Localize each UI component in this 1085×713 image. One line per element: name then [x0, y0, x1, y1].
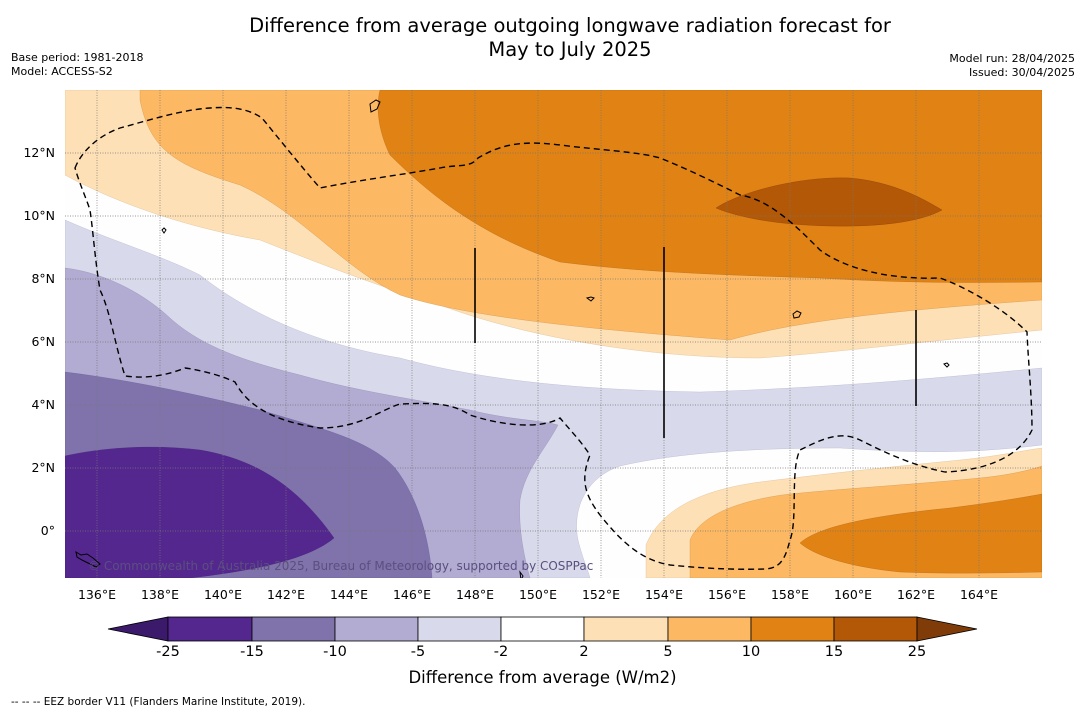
- eez-border: [74, 106, 1033, 570]
- colorbar-tick: -25: [156, 644, 180, 660]
- colorbar-tick: -5: [410, 644, 426, 660]
- copyright-text: © Commonwealth of Australia 2025, Bureau…: [88, 559, 593, 573]
- lon-label-146e: 146°E: [392, 587, 431, 602]
- lat-label-8n: 8°N: [31, 271, 55, 286]
- colorbar-extend-high: [916, 616, 978, 642]
- colorbar-swatch-2-5: [583, 616, 669, 642]
- lon-label-142e: 142°E: [266, 587, 305, 602]
- lon-label-144e: 144°E: [329, 587, 368, 602]
- title-line-2: May to July 2025: [488, 38, 652, 61]
- boundary-lines: [474, 247, 917, 438]
- lat-label-12n: 12°N: [23, 145, 55, 160]
- lon-label-158e: 158°E: [770, 587, 809, 602]
- island-outline: [519, 570, 524, 578]
- colorbar-tick: -2: [493, 644, 509, 660]
- colorbar-tick: 25: [907, 644, 927, 660]
- chart-title: Difference from average outgoing longwav…: [0, 14, 1085, 62]
- colorbar: [107, 616, 978, 642]
- colorbar-swatch-neg15-10: [251, 616, 336, 642]
- band-10-15: [377, 90, 1042, 283]
- eez-footnote: -- -- -- EEZ border V11 (Flanders Marine…: [11, 696, 306, 708]
- meta-left: Base period: 1981-2018 Model: ACCESS-S2: [11, 51, 143, 79]
- island-outline: [161, 227, 167, 234]
- colorbar-swatch-10-15: [750, 616, 835, 642]
- lon-label-140e: 140°E: [203, 587, 242, 602]
- island-outline: [943, 362, 950, 368]
- colorbar-extend-low: [107, 616, 169, 642]
- lon-label-152e: 152°E: [581, 587, 620, 602]
- lon-label-138e: 138°E: [140, 587, 179, 602]
- band-15-25-north: [715, 177, 943, 227]
- lat-label-10n: 10°N: [23, 208, 55, 223]
- colorbar-label: Difference from average (W/m2): [408, 668, 677, 687]
- lon-label-136e: 136°E: [77, 587, 116, 602]
- colorbar-tick: 10: [741, 644, 761, 660]
- band-neg25-15: [65, 446, 335, 578]
- island-outlines: [75, 99, 950, 578]
- colorbar-swatch-neg10-5: [334, 616, 419, 642]
- meta-right: Model run: 28/04/2025 Issued: 30/04/2025: [949, 52, 1075, 80]
- island-outline: [585, 296, 595, 302]
- colorbar-tick: -10: [323, 644, 347, 660]
- lat-label-0: 0°: [40, 523, 55, 538]
- colorbar-tick: 15: [824, 644, 844, 660]
- issued-date: Issued: 30/04/2025: [968, 66, 1075, 79]
- lon-label-160e: 160°E: [833, 587, 872, 602]
- lon-label-162e: 162°E: [896, 587, 935, 602]
- map-area: © Commonwealth of Australia 2025, Bureau…: [65, 90, 1042, 578]
- lat-label-6n: 6°N: [31, 334, 55, 349]
- model-name: Model: ACCESS-S2: [11, 65, 113, 78]
- band-10-15-south: [799, 493, 1042, 574]
- lat-label-4n: 4°N: [31, 397, 55, 412]
- colorbar-tick: 2: [579, 644, 589, 660]
- colorbar-swatch-neg5-2: [417, 616, 502, 642]
- colorbar-tick: 5: [663, 644, 673, 660]
- island-outline: [369, 99, 381, 113]
- lon-label-148e: 148°E: [455, 587, 494, 602]
- colorbar-tick: -15: [240, 644, 264, 660]
- lat-label-2n: 2°N: [31, 460, 55, 475]
- model-run: Model run: 28/04/2025: [949, 52, 1075, 65]
- colorbar-swatch-5-10: [667, 616, 752, 642]
- island-outline: [75, 550, 101, 568]
- lon-label-154e: 154°E: [644, 587, 683, 602]
- colorbar-swatch-15-25: [833, 616, 918, 642]
- colorbar-swatch-neg25-15: [167, 616, 253, 642]
- colorbar-swatch-neg2-2: [500, 616, 585, 642]
- base-period: Base period: 1981-2018: [11, 51, 144, 64]
- lon-label-164e: 164°E: [959, 587, 998, 602]
- lon-label-156e: 156°E: [707, 587, 746, 602]
- title-line-1: Difference from average outgoing longwav…: [249, 14, 891, 37]
- island-outline: [792, 310, 802, 319]
- lon-label-150e: 150°E: [518, 587, 557, 602]
- gridlines: [65, 90, 1042, 578]
